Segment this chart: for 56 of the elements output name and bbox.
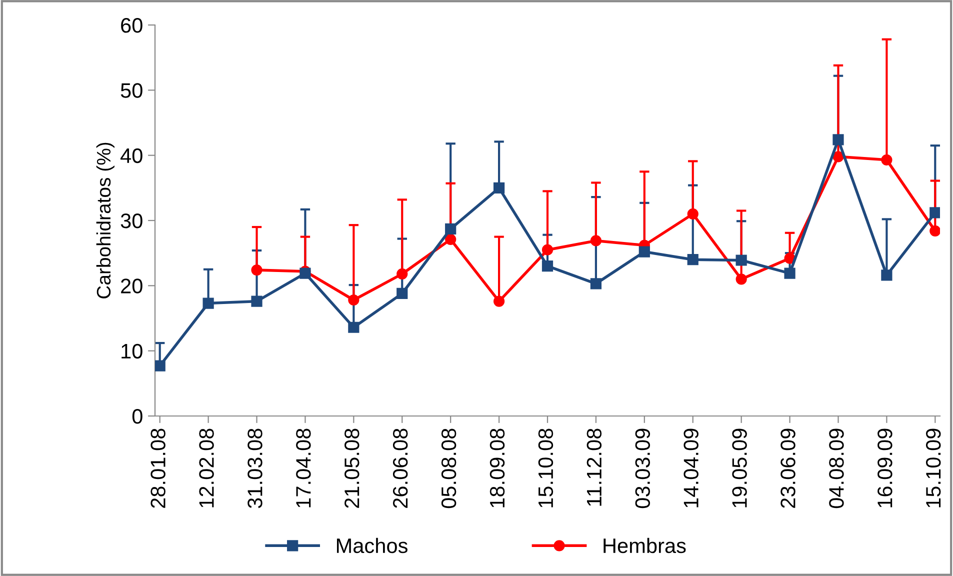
point	[348, 322, 360, 333]
y-tick-label: 60	[121, 18, 142, 33]
point	[202, 298, 214, 309]
point	[881, 270, 892, 281]
point	[687, 254, 698, 266]
x-tick-label: 19.05.09	[732, 428, 747, 508]
x-tick-label: 18.09.08	[490, 428, 505, 508]
y-tick-label: 10	[122, 344, 142, 359]
point	[687, 208, 698, 220]
point	[155, 360, 166, 372]
y-tick-label: 20	[121, 278, 142, 294]
point	[493, 182, 505, 194]
point	[930, 207, 940, 218]
x-tick-label: 26.06.08	[392, 428, 408, 508]
y-tick-label: 30	[120, 214, 142, 228]
point	[542, 260, 554, 272]
point	[832, 151, 844, 162]
point	[930, 225, 940, 236]
point	[445, 234, 456, 245]
point	[396, 288, 408, 300]
x-tick-label: 04.08.09	[829, 428, 844, 508]
y-tick-label: 50	[120, 83, 142, 98]
point	[784, 252, 796, 264]
point	[881, 154, 892, 166]
x-tick-label: 31.03.08	[248, 428, 262, 508]
y-tick-label: 40	[120, 148, 142, 164]
point	[736, 274, 747, 285]
x-tick-label: 28.01.08	[150, 428, 166, 508]
point	[251, 296, 262, 307]
x-tick-label: 11.12.08	[586, 428, 602, 506]
point	[396, 268, 408, 280]
point	[445, 223, 456, 235]
y-axis-title: Carbohidratos (%)	[96, 142, 114, 298]
x-tick-label: 21.05.08	[344, 428, 360, 508]
legend-label: Machos	[336, 538, 408, 554]
point	[251, 264, 262, 276]
point	[348, 294, 360, 306]
point	[638, 246, 650, 258]
x-tick-label: 14.04.09	[684, 428, 698, 508]
point	[590, 235, 602, 246]
x-tick-label: 15.10.08	[538, 428, 554, 508]
y-tick-label: 0	[132, 409, 142, 424]
point	[590, 278, 602, 290]
point	[784, 268, 796, 279]
x-tick-label: 16.09.09	[878, 428, 892, 508]
x-tick-label: 12.02.08	[199, 428, 214, 508]
x-tick-label: 15.10.09	[926, 428, 941, 508]
x-tick-label: 17.04.08	[296, 428, 311, 508]
point	[493, 296, 505, 307]
x-tick-label: 05.08.08	[441, 428, 456, 508]
point	[542, 244, 554, 256]
legend-label: Hembras	[604, 538, 686, 554]
point	[832, 134, 844, 146]
x-tick-label: 03.03.09	[635, 428, 650, 508]
point	[736, 254, 747, 266]
x-tick-label: 23.06.09	[780, 428, 796, 508]
